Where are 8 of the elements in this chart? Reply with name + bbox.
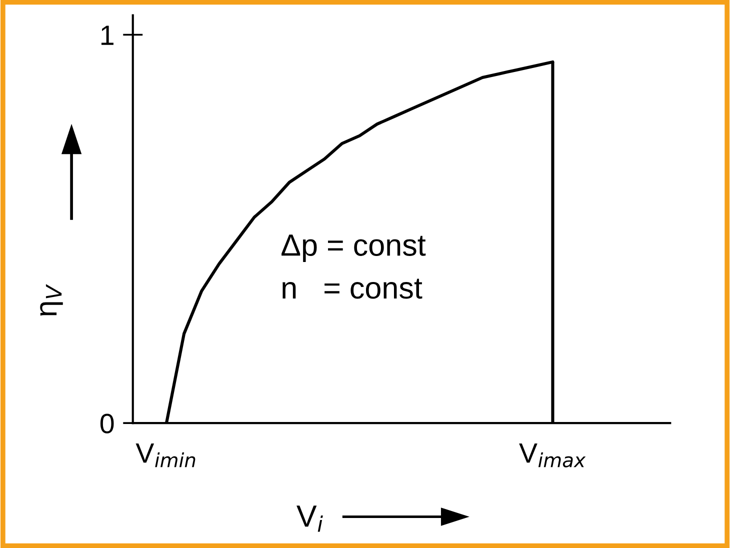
x-tick-label: V$_{imax}$ bbox=[519, 443, 586, 468]
annotation: Δp = const bbox=[282, 234, 426, 262]
x-axis-title: V$_{i}$ bbox=[296, 506, 323, 532]
y-axis-title: η$_{V}$ bbox=[40, 284, 63, 316]
x-tick-label: V$_{imin}$ bbox=[136, 443, 196, 468]
annotation: n = const bbox=[282, 278, 422, 299]
y-tick-label: 0 bbox=[100, 414, 114, 434]
y-tick-label: 1 bbox=[101, 26, 114, 45]
